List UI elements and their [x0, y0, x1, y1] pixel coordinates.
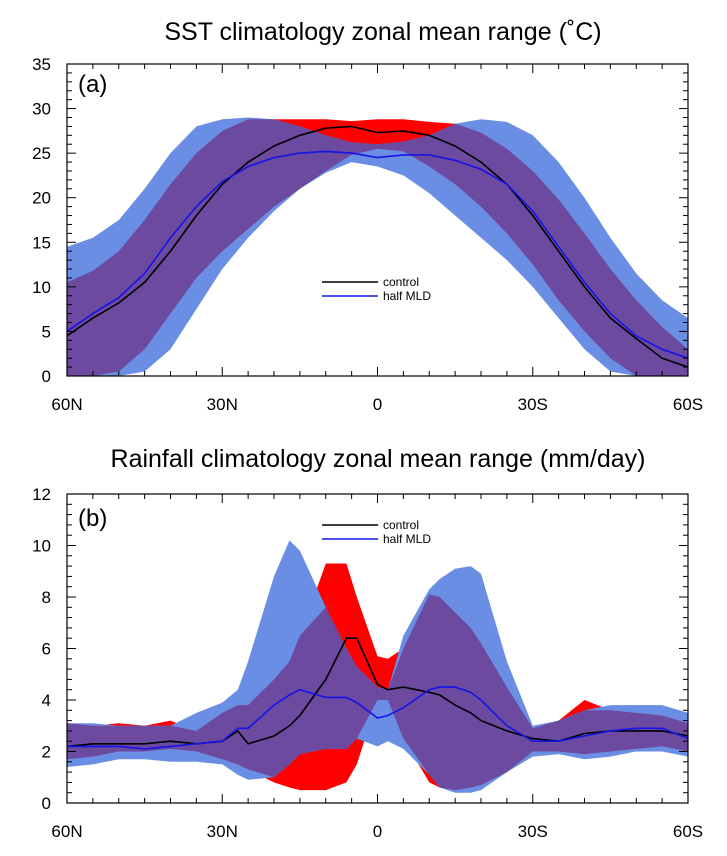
- sst-legend: control half MLD: [322, 275, 431, 303]
- rainfall-y-tick-label: 0: [42, 794, 51, 813]
- sst-legend-halfmld-label: half MLD: [383, 289, 431, 303]
- sst-plot-area: 0 5 10 15 20 25 30 35 60N 30N 0 30S 60S: [32, 55, 703, 414]
- sst-y-tick-label: 5: [42, 322, 51, 341]
- sst-y-tick-label: 0: [42, 367, 51, 386]
- rainfall-chart-title: Rainfall climatology zonal mean range (m…: [111, 445, 646, 473]
- rainfall-data-layer: [67, 540, 688, 793]
- sst-panel-label: (a): [78, 71, 107, 98]
- rainfall-legend-control-label: control: [383, 518, 419, 532]
- rainfall-y-tick-label: 12: [32, 485, 51, 504]
- sst-x-tick-label: 0: [373, 395, 382, 414]
- sst-y-tick-label: 35: [32, 55, 51, 74]
- sst-panel: SST climatology zonal mean range (˚C) 0 5…: [32, 18, 703, 414]
- sst-x-tick-label: 60S: [673, 395, 703, 414]
- rainfall-halfmld-line: [67, 686, 688, 750]
- sst-y-tick-label: 15: [32, 233, 51, 252]
- sst-data-layer: [67, 117, 688, 376]
- rainfall-y-tick-label: 8: [42, 588, 51, 607]
- rainfall-y-tick-label: 10: [32, 537, 51, 556]
- sst-y-tick-label: 25: [32, 144, 51, 163]
- sst-y-tick-label: 20: [32, 189, 51, 208]
- sst-x-tick-label: 30N: [207, 395, 238, 414]
- rainfall-x-tick-label: 60N: [51, 822, 82, 841]
- rainfall-legend: control half MLD: [322, 518, 431, 546]
- rainfall-plot-area: 0 2 4 6 8 10 12 60N 30N 0 30S 60S: [32, 485, 703, 841]
- sst-halfmld-line: [67, 150, 688, 359]
- sst-legend-control-label: control: [383, 275, 419, 289]
- rainfall-panel: Rainfall climatology zonal mean range (m…: [32, 445, 703, 841]
- rainfall-panel-label: (b): [78, 505, 107, 532]
- rainfall-y-tick-label: 4: [42, 691, 51, 710]
- sst-x-tick-label: 30S: [518, 395, 548, 414]
- rainfall-x-tick-label: 0: [373, 822, 382, 841]
- sst-y-tick-label: 10: [32, 278, 51, 297]
- rainfall-y-tick-label: 2: [42, 743, 51, 762]
- rainfall-y-tick-label: 6: [42, 640, 51, 659]
- rainfall-x-tick-label: 60S: [673, 822, 703, 841]
- rainfall-x-tick-label: 30S: [518, 822, 548, 841]
- sst-control-line: [67, 125, 688, 368]
- rainfall-x-tick-label: 30N: [207, 822, 238, 841]
- sst-y-tick-label: 30: [32, 100, 51, 119]
- rainfall-legend-halfmld-label: half MLD: [383, 532, 431, 546]
- sst-x-tick-label: 60N: [51, 395, 82, 414]
- sst-chart-title: SST climatology zonal mean range (˚C): [164, 18, 601, 46]
